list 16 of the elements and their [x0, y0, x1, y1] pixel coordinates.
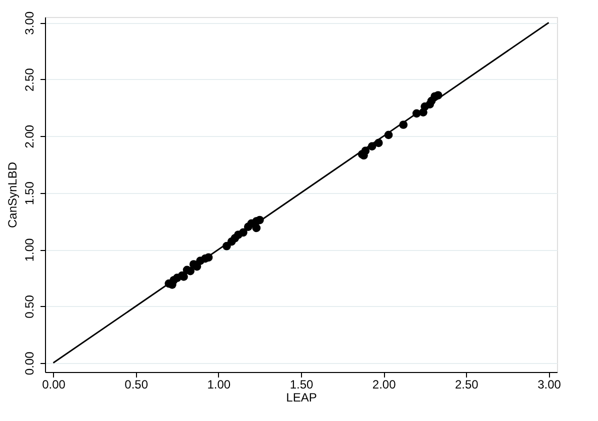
x-tick-label: 1.50: [290, 378, 314, 392]
y-tick-label: 1.00: [22, 238, 36, 262]
y-axis-title: CanSynLBD: [6, 162, 20, 228]
y-tick-label: 1.50: [22, 181, 36, 205]
y-tick-label: 0.50: [22, 294, 36, 318]
x-tick-label: 1.00: [207, 378, 231, 392]
x-tick-label: 2.50: [454, 378, 479, 392]
x-tick-label: 0.00: [42, 378, 66, 392]
y-tick-label: 0.00: [22, 351, 36, 376]
x-tick-label: 2.00: [372, 378, 396, 392]
y-tick-label: 3.00: [22, 11, 36, 35]
y-tick-label: 2.00: [22, 124, 36, 148]
x-tick-label: 3.00: [538, 378, 562, 392]
y-tick-label: 2.50: [22, 68, 36, 92]
x-tick-label: 0.50: [124, 378, 148, 392]
x-axis-title: LEAP: [286, 390, 317, 404]
